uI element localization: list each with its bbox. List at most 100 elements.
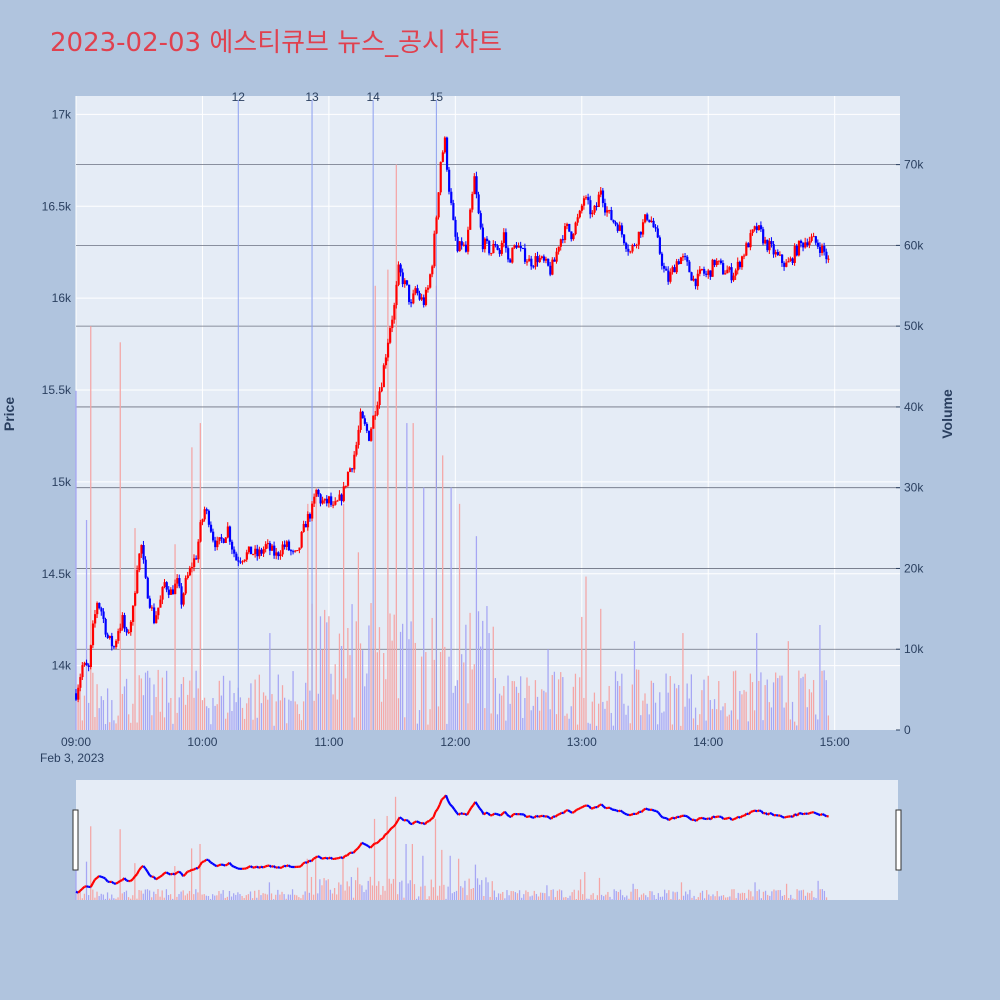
slider-volume-bar — [275, 894, 277, 900]
candle-body — [212, 531, 215, 541]
volume-bar — [393, 614, 395, 730]
volume-bar — [170, 697, 172, 730]
volume-bar — [648, 714, 650, 730]
slider-candle — [358, 842, 363, 847]
slider-candle — [214, 864, 218, 868]
volume-bar — [779, 675, 781, 730]
slider-volume-bar — [144, 889, 147, 900]
slider-candle — [609, 806, 613, 811]
slider-volume-bar — [258, 889, 260, 900]
slider-volume-bar — [720, 895, 723, 900]
candle-body — [450, 191, 453, 203]
candle-body — [614, 222, 617, 225]
volume-bar — [461, 654, 463, 730]
price-tick-label: 17k — [52, 107, 72, 121]
volume-bar — [258, 674, 260, 730]
slider-candle — [436, 804, 441, 810]
slider-volume-bar — [268, 882, 271, 900]
slider-volume-bar — [371, 885, 374, 900]
candle-body — [580, 205, 584, 211]
slider-candle — [582, 804, 586, 808]
range-slider[interactable] — [76, 780, 898, 900]
slider-candle — [199, 861, 204, 866]
volume-tick-label: 20k — [904, 561, 924, 575]
volume-tick-label: 10k — [904, 642, 924, 656]
range-slider-right-handle[interactable] — [895, 809, 902, 871]
candle-body — [707, 270, 710, 275]
slider-candle — [168, 872, 172, 876]
volume-tick-label: 60k — [904, 238, 924, 252]
candle-body — [551, 259, 554, 275]
candle-body — [186, 575, 189, 579]
slider-volume-bar — [304, 891, 306, 900]
slider-candle — [496, 812, 499, 816]
candle-body — [528, 258, 531, 262]
volume-bar — [324, 609, 326, 730]
slider-candle — [764, 812, 769, 816]
slider-candle — [207, 859, 212, 864]
slider-candle — [140, 865, 144, 869]
slider-volume-bar — [92, 889, 94, 900]
candle-body — [311, 503, 314, 519]
volume-bar — [176, 712, 178, 730]
slider-candle — [247, 865, 251, 869]
slider-volume-bar — [624, 897, 626, 900]
volume-bar — [520, 676, 522, 730]
slider-volume-bar — [464, 880, 466, 900]
volume-bar — [235, 702, 237, 730]
range-slider-left-handle[interactable] — [72, 809, 79, 871]
volume-bar — [321, 649, 324, 730]
volume-bar — [505, 720, 507, 730]
candle-body — [96, 603, 99, 615]
slider-candle — [470, 804, 475, 809]
slider-volume-bar — [682, 895, 685, 900]
volume-bar — [229, 680, 231, 730]
slider-candle — [702, 816, 705, 820]
slider-volume-bar — [756, 891, 758, 900]
slider-volume-bar — [174, 866, 176, 900]
candle-body — [437, 192, 440, 218]
slider-candle — [315, 855, 319, 859]
volume-bar — [197, 688, 199, 730]
candle-body — [188, 567, 192, 576]
candle-body — [755, 226, 758, 231]
candle-body — [131, 605, 135, 622]
candle-body — [545, 258, 548, 261]
candle-body — [264, 544, 267, 550]
candle-body — [290, 550, 293, 552]
slider-volume-bar — [96, 891, 98, 900]
candle-body — [730, 267, 733, 281]
slider-candle — [148, 874, 153, 878]
candle-body — [490, 253, 493, 255]
volume-bar — [201, 700, 204, 730]
slider-volume-bar — [83, 893, 86, 900]
slider-volume-bar — [510, 891, 512, 900]
candle-body — [207, 510, 211, 525]
candle-body — [165, 582, 168, 590]
slider-volume-bar — [582, 894, 584, 900]
volume-bar — [442, 455, 444, 730]
slider-candle — [624, 812, 628, 816]
candle-body — [589, 200, 592, 215]
slider-volume-bar — [737, 892, 739, 900]
slider-volume-bar — [352, 897, 355, 900]
slider-candle — [510, 813, 515, 818]
slider-volume-bar — [163, 897, 165, 900]
candle-body — [357, 429, 360, 446]
volume-bar — [193, 697, 195, 730]
slider-volume-bar — [617, 891, 620, 900]
slider-candle — [580, 806, 584, 809]
candle-body — [327, 496, 331, 504]
slider-volume-bar — [310, 876, 313, 900]
candle-body — [618, 225, 621, 231]
candle-body — [365, 423, 369, 431]
slider-candle — [659, 814, 664, 819]
volume-bar — [684, 706, 686, 730]
candle-body — [445, 137, 449, 170]
volume-bar — [751, 682, 754, 730]
candle-body — [117, 631, 120, 641]
slider-volume-bar — [109, 898, 111, 900]
slider-candle — [129, 878, 134, 882]
slider-volume-bar — [590, 894, 592, 900]
volume-bar — [652, 682, 655, 730]
